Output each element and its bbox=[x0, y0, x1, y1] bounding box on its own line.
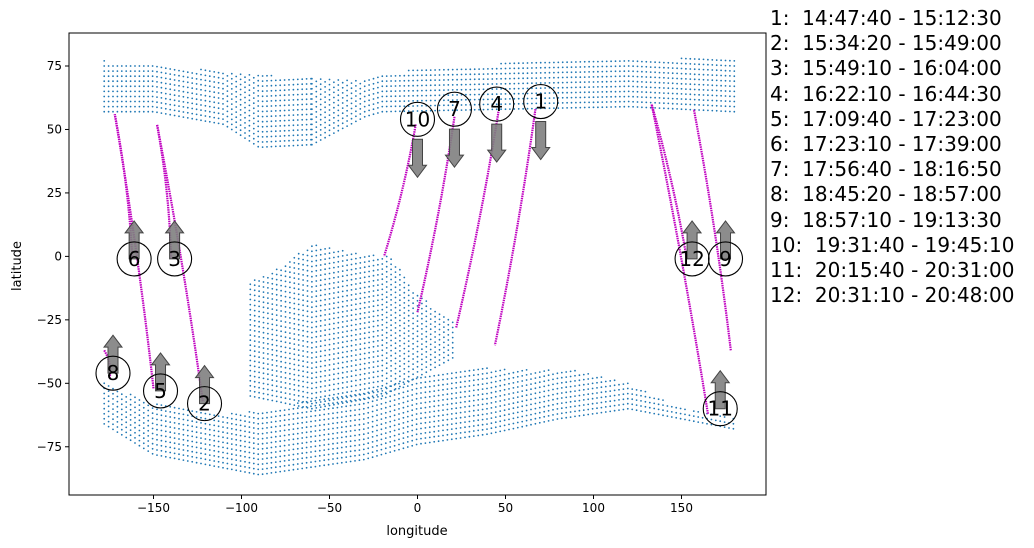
legend-entry-5: 5: 17:09:40 - 17:23:00 bbox=[770, 106, 1002, 131]
y-tick-label: 75 bbox=[47, 59, 62, 73]
legend-entry-4: 4: 16:22:10 - 16:44:30 bbox=[770, 81, 1002, 106]
direction-arrow-1 bbox=[530, 121, 551, 161]
legend-entry-2: 2: 15:34:20 - 15:49:00 bbox=[770, 31, 1002, 56]
segment-marker-circle-12 bbox=[674, 241, 710, 277]
track-segment-7 bbox=[416, 116, 456, 313]
segment-marker-circle-10 bbox=[399, 101, 436, 137]
legend-entry-7: 7: 17:56:40 - 18:16:50 bbox=[770, 157, 1002, 182]
segment-marker-label-12: 12 bbox=[679, 247, 704, 271]
x-axis-label: longitude bbox=[386, 524, 447, 539]
segment-marker-circle-4 bbox=[479, 86, 515, 122]
y-tick-label: 50 bbox=[47, 122, 62, 136]
segment-marker-label-9: 9 bbox=[719, 247, 732, 271]
x-tick-label: 50 bbox=[498, 501, 513, 515]
segment-marker-label-3: 3 bbox=[168, 247, 181, 271]
legend-entry-10: 10: 19:31:40 - 19:45:10 bbox=[770, 232, 1015, 257]
segment-marker-circle-9 bbox=[707, 241, 744, 277]
y-axis-label: latitude bbox=[10, 241, 25, 291]
track-segment-12 bbox=[650, 103, 688, 260]
track-segment-11 bbox=[650, 103, 710, 414]
legend-entry-11: 11: 20:15:40 - 20:31:00 bbox=[770, 258, 1015, 283]
segment-marker-circle-2 bbox=[186, 386, 223, 422]
segment-marker-label-11: 11 bbox=[708, 397, 733, 421]
direction-arrow-9 bbox=[715, 220, 736, 260]
track-segment-1 bbox=[493, 109, 537, 346]
segment-marker-label-5: 5 bbox=[154, 379, 167, 403]
direction-arrows-layer bbox=[103, 121, 736, 410]
y-axis-ticks: −75 −50 −25 0 25 50 75 bbox=[37, 59, 69, 454]
direction-arrow-8 bbox=[103, 334, 124, 374]
segment-marker-circle-5 bbox=[142, 373, 179, 409]
direction-arrow-3 bbox=[164, 220, 185, 260]
segment-marker-circle-1 bbox=[523, 83, 559, 120]
segment-marker-label-2: 2 bbox=[198, 392, 211, 416]
segment-marker-label-7: 7 bbox=[448, 97, 461, 121]
segment-marker-label-10: 10 bbox=[405, 107, 430, 131]
direction-arrow-10 bbox=[407, 138, 428, 179]
legend-entry-12: 12: 20:31:10 - 20:48:00 bbox=[770, 283, 1015, 308]
y-tick-label: 0 bbox=[54, 249, 62, 263]
direction-arrow-2 bbox=[194, 364, 215, 405]
segment-marker-circle-7 bbox=[436, 91, 473, 127]
direction-arrow-7 bbox=[444, 128, 465, 168]
segment-marker-label-1: 1 bbox=[534, 90, 547, 114]
segment-marker-label-4: 4 bbox=[490, 92, 503, 116]
segment-marker-label-8: 8 bbox=[107, 361, 120, 385]
legend-entry-3: 3: 15:49:10 - 16:04:00 bbox=[770, 56, 1002, 81]
segment-marker-label-6: 6 bbox=[128, 247, 141, 271]
x-tick-label: −100 bbox=[225, 501, 258, 515]
legend: 1: 14:47:40 - 15:12:30 2: 15:34:20 - 15:4… bbox=[770, 6, 1014, 308]
legend-entry-8: 8: 18:45:20 - 18:57:00 bbox=[770, 182, 1002, 207]
x-tick-label: 100 bbox=[582, 501, 605, 515]
y-tick-label: −50 bbox=[37, 376, 62, 390]
segment-marker-circle-11 bbox=[702, 391, 738, 427]
direction-arrow-11 bbox=[710, 369, 731, 410]
legend-entry-1: 1: 14:47:40 - 15:12:30 bbox=[770, 6, 1002, 30]
legend-entry-9: 9: 18:57:10 - 19:13:30 bbox=[770, 207, 1002, 232]
y-tick-label: −25 bbox=[37, 313, 62, 327]
track-segment-9 bbox=[692, 108, 732, 351]
direction-arrow-12 bbox=[682, 220, 703, 260]
x-tick-label: −50 bbox=[317, 501, 342, 515]
direction-arrow-6 bbox=[124, 220, 145, 260]
segment-marker-circle-8 bbox=[95, 355, 131, 391]
x-axis-ticks: −150 −100 −50 0 50 100 150 bbox=[137, 495, 693, 515]
x-tick-label: 0 bbox=[414, 501, 422, 515]
direction-arrow-4 bbox=[486, 123, 507, 163]
legend-entry-6: 6: 17:23:10 - 17:39:00 bbox=[770, 132, 1002, 157]
track-segment-10 bbox=[383, 124, 417, 257]
y-tick-label: 25 bbox=[47, 186, 62, 200]
segment-marker-circle-6 bbox=[116, 241, 152, 277]
y-tick-label: −75 bbox=[37, 440, 62, 454]
direction-arrow-5 bbox=[150, 352, 171, 392]
segment-marker-circle-3 bbox=[157, 241, 193, 277]
x-tick-label: −150 bbox=[137, 501, 170, 515]
x-tick-label: 150 bbox=[670, 501, 693, 515]
